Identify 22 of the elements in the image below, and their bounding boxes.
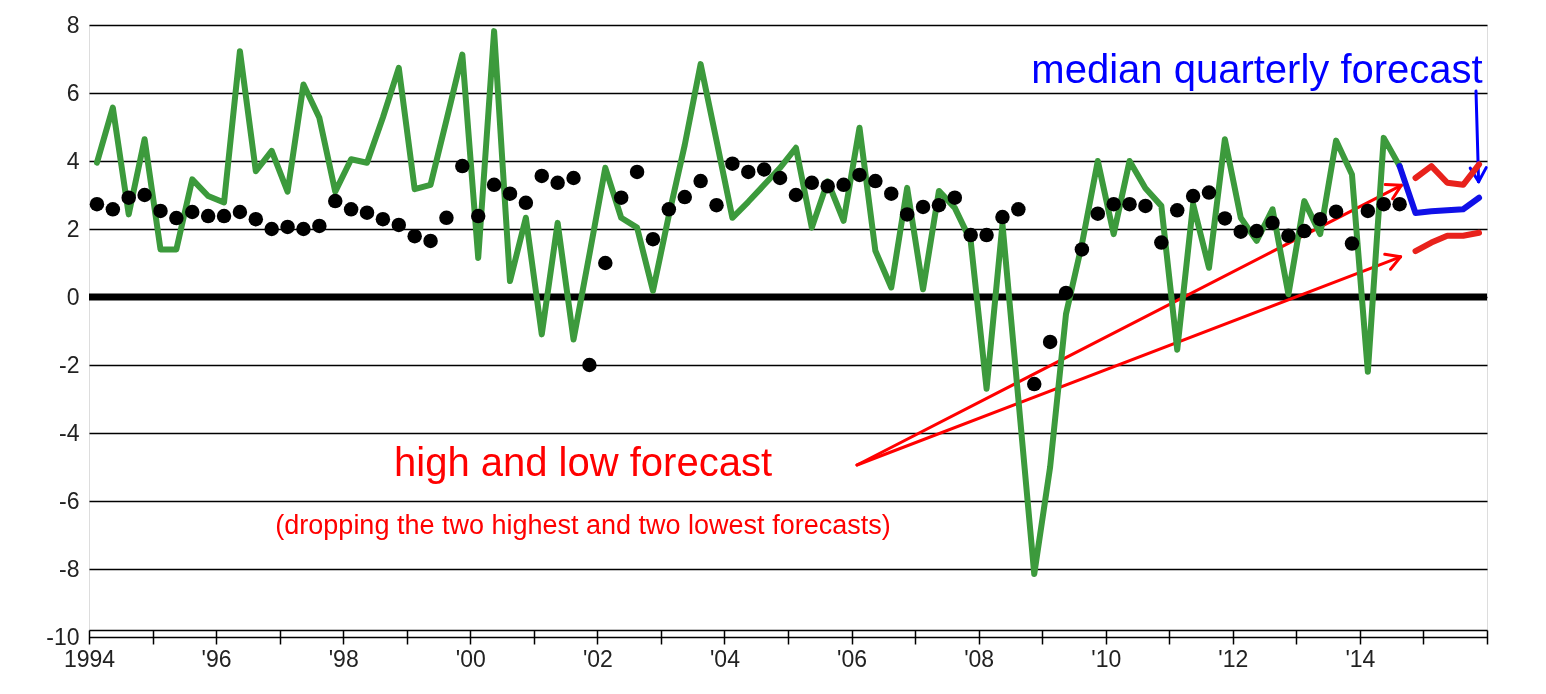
y-tick-label: -2: [59, 351, 80, 378]
x-tick-label: '08: [964, 645, 995, 672]
x-tick-label: '06: [837, 645, 868, 672]
annotation: high and low forecast: [393, 440, 773, 484]
x-tick-label: '12: [1218, 645, 1249, 672]
x-tick-label: '14: [1345, 645, 1376, 672]
annotation: median quarterly forecast: [1031, 47, 1483, 91]
y-tick-label: 0: [66, 283, 80, 310]
x-tick-label: '10: [1091, 645, 1122, 672]
x-tick-label: '98: [328, 645, 359, 672]
y-tick-label: 6: [66, 79, 80, 106]
x-tick-label: '04: [709, 645, 741, 672]
y-tick-label: -4: [59, 419, 80, 446]
y-tick-label: 4: [66, 147, 80, 174]
annotation: (dropping the two highest and two lowest forecasts): [275, 510, 891, 540]
x-tick-label: '02: [582, 645, 613, 672]
x-tick-label: '00: [455, 645, 486, 672]
x-tick-label: '96: [201, 645, 232, 672]
y-tick-label: 8: [66, 11, 80, 38]
y-tick-label: -6: [59, 487, 80, 514]
y-tick-label: 2: [66, 215, 80, 242]
y-tick-label: -8: [59, 555, 80, 582]
